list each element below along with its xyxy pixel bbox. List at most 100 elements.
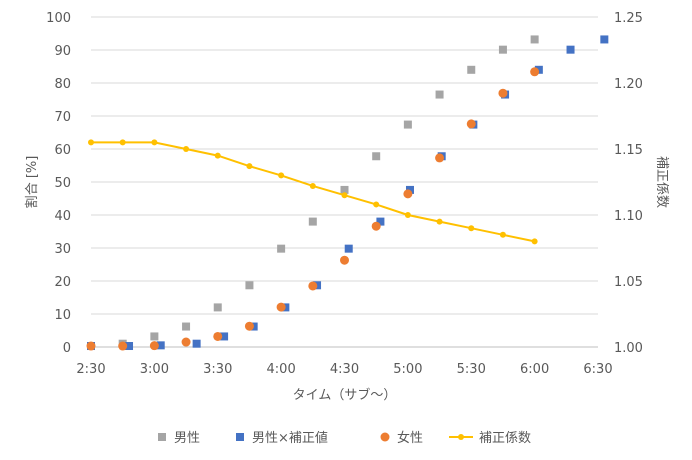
- legend-label: 男性: [174, 431, 200, 446]
- legend-swatch-marker: [458, 434, 464, 440]
- data-point: [220, 332, 229, 341]
- data-point: [468, 225, 475, 232]
- y-right-tick-label: 1.00: [614, 341, 643, 356]
- data-point: [86, 341, 96, 351]
- data-point: [213, 303, 222, 312]
- axes: 0 10 20 30 40 50 60 70 80 90 100 1.00 1.05 1.10 1.15 1.…: [46, 11, 643, 377]
- y-left-tick-label: 0: [63, 341, 71, 356]
- series-marks: [86, 35, 609, 351]
- data-point: [499, 231, 506, 238]
- data-point: [530, 35, 539, 44]
- legend-swatch: [236, 433, 244, 441]
- data-point: [341, 192, 348, 199]
- legend-item: 補正係数: [449, 431, 531, 446]
- legend-item: 女性: [380, 430, 423, 446]
- y-left-tick-label: 70: [54, 110, 71, 125]
- series-2: [86, 67, 540, 351]
- data-point: [181, 337, 191, 347]
- data-point: [150, 332, 159, 341]
- data-point: [371, 221, 381, 231]
- y-right-tick-label: 1.05: [614, 275, 643, 290]
- data-point: [277, 244, 286, 253]
- x-tick-label: 6:30: [583, 362, 612, 377]
- data-point: [182, 322, 191, 331]
- data-point: [246, 163, 253, 170]
- y-left-tick-label: 90: [54, 44, 71, 59]
- data-point: [88, 139, 94, 146]
- data-point: [151, 139, 158, 146]
- legend-item: 男性: [158, 431, 200, 446]
- x-tick-label: 2:30: [76, 362, 105, 377]
- data-point: [308, 281, 318, 291]
- x-tick-label: 4:00: [267, 362, 296, 377]
- series-line: [91, 141, 535, 243]
- data-point: [376, 217, 385, 226]
- data-point: [119, 139, 126, 146]
- data-point: [372, 152, 381, 161]
- x-axis-title: タイム（サブ〜）: [293, 387, 397, 403]
- legend-label: 補正係数: [479, 431, 531, 446]
- data-point: [192, 339, 201, 348]
- data-point: [340, 185, 349, 194]
- data-point: [498, 88, 508, 98]
- data-point: [534, 65, 543, 74]
- series-3: [88, 139, 538, 245]
- data-point: [156, 341, 165, 350]
- data-point: [244, 321, 254, 331]
- data-point: [276, 302, 286, 312]
- y-right-tick-label: 1.20: [614, 77, 643, 92]
- data-point: [435, 153, 445, 163]
- data-point: [308, 217, 317, 226]
- x-tick-label: 3:30: [203, 362, 232, 377]
- data-point: [278, 172, 285, 179]
- data-point: [213, 331, 223, 341]
- y-right-tick-label: 1.25: [614, 11, 643, 26]
- data-point: [309, 182, 316, 189]
- data-point: [600, 35, 609, 44]
- data-point: [214, 152, 221, 159]
- y-left-tick-label: 50: [54, 176, 71, 191]
- data-point: [183, 146, 190, 152]
- data-point: [373, 201, 380, 208]
- y-axis-left-title: 割合 [%]: [24, 156, 40, 209]
- x-tick-label: 5:30: [457, 362, 486, 377]
- y-left-tick-label: 10: [54, 308, 71, 323]
- data-point: [566, 45, 575, 54]
- y-left-tick-label: 80: [54, 77, 71, 92]
- data-point: [344, 244, 353, 253]
- data-point: [436, 218, 443, 225]
- data-point: [498, 45, 507, 54]
- data-point: [245, 281, 254, 290]
- x-tick-label: 4:30: [330, 362, 359, 377]
- y-axis-right-title: 補正係数: [654, 156, 669, 208]
- data-point: [435, 90, 444, 99]
- data-point: [118, 341, 128, 351]
- data-point: [125, 342, 134, 351]
- data-point: [403, 120, 412, 129]
- data-point: [466, 119, 476, 129]
- legend: 男性 男性×補正値 女性 補正係数: [158, 430, 531, 446]
- data-point: [530, 67, 540, 77]
- data-point: [403, 189, 413, 199]
- data-point: [404, 212, 411, 218]
- data-point: [340, 255, 349, 265]
- y-right-tick-label: 1.15: [614, 143, 643, 158]
- x-tick-label: 3:00: [140, 362, 169, 377]
- legend-label: 女性: [397, 430, 423, 446]
- y-left-tick-label: 30: [54, 242, 71, 257]
- data-point: [149, 341, 159, 351]
- y-right-tick-label: 1.10: [614, 209, 643, 224]
- x-tick-label: 5:00: [393, 362, 422, 377]
- y-left-tick-label: 20: [54, 275, 71, 290]
- data-point: [531, 238, 538, 245]
- y-left-tick-label: 40: [54, 209, 71, 224]
- data-point: [467, 65, 476, 74]
- legend-item: 男性×補正値: [236, 430, 328, 446]
- x-tick-label: 6:00: [520, 362, 549, 377]
- grid-lines: [91, 16, 598, 348]
- y-left-tick-label: 100: [46, 11, 71, 26]
- legend-swatch: [380, 432, 390, 442]
- y-left-tick-label: 60: [54, 143, 71, 158]
